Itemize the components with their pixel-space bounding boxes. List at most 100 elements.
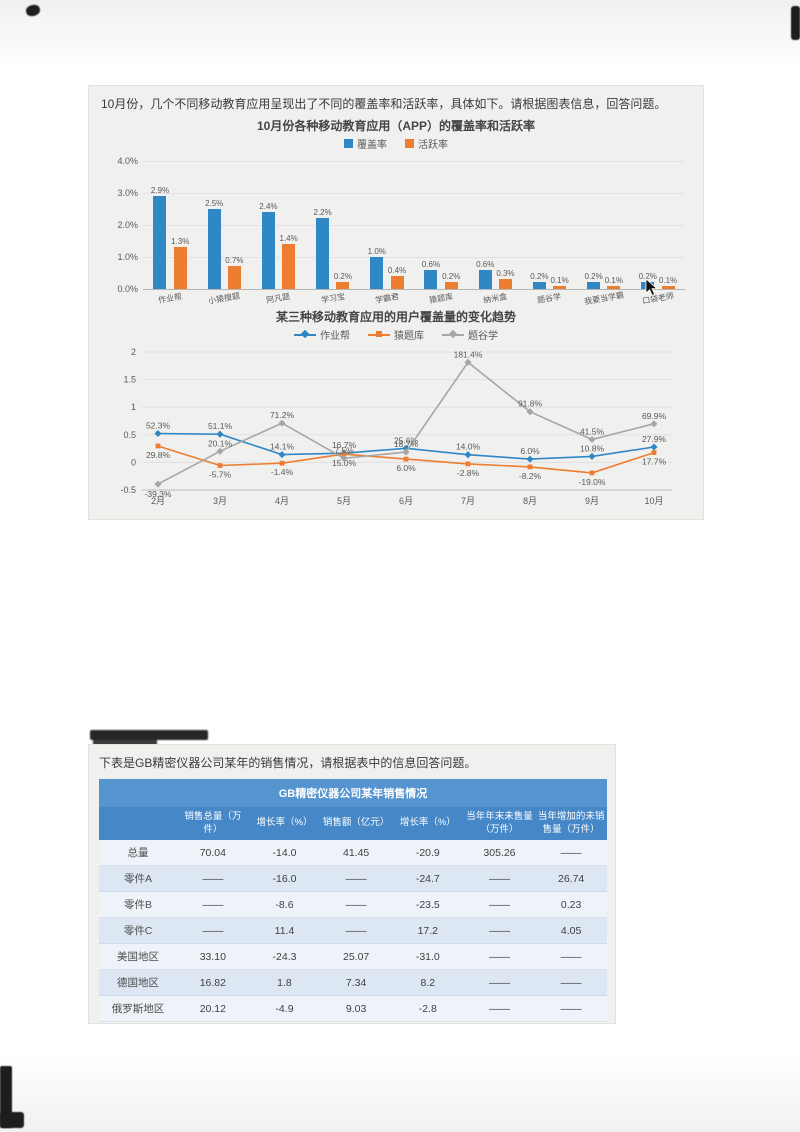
sales-table-wrap: GB精密仪器公司某年销售情况 销售总量（万件） 增长率（%） 销售额（亿元） 增长率（… bbox=[99, 778, 607, 1023]
data-label: 16.7% bbox=[332, 440, 357, 450]
bar-value-label: 2.5% bbox=[205, 198, 224, 208]
bar-column: 0.1% bbox=[605, 276, 623, 289]
bar-group: 2.5% 0.7% bbox=[197, 161, 251, 289]
y-axis-label: 1 bbox=[131, 402, 136, 412]
gridline bbox=[143, 256, 685, 258]
bar-group: 0.2% 0.1% bbox=[522, 161, 576, 289]
bar-column: 0.7% bbox=[225, 256, 244, 289]
x-axis-label: 10月 bbox=[644, 496, 663, 506]
column-header: 当年年末未售量（万件） bbox=[463, 806, 536, 841]
table-cell: -23.5 bbox=[391, 891, 464, 919]
data-point-marker bbox=[527, 464, 533, 470]
x-axis-label: 7月 bbox=[461, 496, 475, 506]
legend-item: 猿题库 bbox=[368, 327, 424, 342]
data-label: 29.8% bbox=[146, 450, 171, 460]
data-point-marker bbox=[154, 429, 162, 437]
legend-swatch bbox=[344, 139, 353, 149]
line-chart-legend: 作业帮 猿题库 题谷学 bbox=[101, 328, 691, 342]
table-cell: —— bbox=[463, 917, 536, 945]
category-label: 猿题库 bbox=[428, 291, 454, 305]
bar-value-label: 2.4% bbox=[259, 202, 278, 211]
y-axis-label: 4.0% bbox=[117, 155, 138, 166]
data-point-marker bbox=[217, 462, 223, 468]
data-point-marker bbox=[588, 452, 596, 460]
y-axis-label: 1.5 bbox=[123, 374, 136, 384]
table-header-row: 销售总量（万件） 增长率（%） 销售额（亿元） 增长率（%） 当年年末未售量（万件） 当年… bbox=[99, 806, 607, 841]
column-header: 增长率（%） bbox=[248, 806, 321, 841]
bar bbox=[370, 256, 384, 289]
bar bbox=[282, 244, 296, 289]
bar-value-label: 1.3% bbox=[171, 237, 190, 247]
bar-value-label: 0.4% bbox=[387, 266, 407, 275]
table-cell: 11.4 bbox=[248, 917, 321, 945]
table-cell: -2.8 bbox=[391, 995, 464, 1023]
bar-chart-title: 10月份各种移动教育应用（APP）的覆盖率和活跃率 bbox=[256, 118, 536, 133]
line-chart-title: 某三种移动教育应用的用户覆盖量的变化趋势 bbox=[275, 309, 516, 324]
table-row: 俄罗斯地区 20.12 -4.9 9.03 -2.8 —— —— bbox=[99, 995, 607, 1023]
bar-column: 1.0% bbox=[368, 247, 386, 289]
data-point-marker bbox=[651, 449, 657, 455]
bar-group: 0.6% 0.2% bbox=[414, 161, 468, 289]
gridline bbox=[143, 288, 685, 290]
legend-item: 作业帮 bbox=[294, 327, 350, 342]
legend-label: 猿题库 bbox=[394, 331, 424, 343]
x-axis-label: 6月 bbox=[399, 496, 413, 506]
category-label: 学习宝 bbox=[320, 291, 346, 305]
legend-label: 活跃率 bbox=[418, 140, 448, 152]
bar bbox=[207, 208, 221, 289]
bar bbox=[478, 269, 492, 289]
data-label: 52.3% bbox=[146, 420, 171, 430]
data-label: 69.9% bbox=[642, 411, 667, 421]
legend-marker bbox=[376, 331, 382, 338]
data-label: 17.7% bbox=[642, 456, 667, 466]
data-label: 51.1% bbox=[208, 421, 233, 431]
table-cell: -14.0 bbox=[248, 840, 321, 867]
data-label: 25.6% bbox=[394, 435, 419, 445]
legend-label: 覆盖率 bbox=[357, 140, 387, 152]
table-cell: 20.12 bbox=[177, 995, 249, 1023]
table-cell: 41.45 bbox=[320, 840, 392, 867]
bar-group: 2.9% 1.3% bbox=[143, 161, 197, 289]
bar bbox=[227, 266, 241, 289]
bar-value-label: 2.9% bbox=[150, 186, 170, 195]
bar-column: 2.2% bbox=[313, 208, 332, 289]
row-label: 总量 bbox=[99, 840, 177, 867]
bar-value-label: 0.1% bbox=[658, 275, 678, 285]
legend-line bbox=[442, 330, 464, 339]
bar-value-label: 0.7% bbox=[225, 256, 244, 266]
gridline bbox=[143, 160, 685, 162]
bar-chart-plot: 4.0% 3.0% 2.0% 1.0% 0.0% 2.9% 1.3% 2.5% 0.7% 2.4%… bbox=[117, 156, 685, 294]
data-label: 181.4% bbox=[454, 349, 483, 359]
bar-value-label: 0.2% bbox=[333, 272, 352, 282]
bar bbox=[173, 247, 187, 289]
bar-column: 0.2% bbox=[584, 272, 603, 289]
bar-group: 1.0% 0.4% bbox=[360, 161, 414, 289]
data-label: 20.1% bbox=[208, 438, 233, 448]
bar bbox=[316, 218, 330, 289]
table-cell: —— bbox=[463, 995, 536, 1023]
table-title: GB精密仪器公司某年销售情况 bbox=[99, 778, 607, 807]
category-label: 题谷学 bbox=[536, 291, 563, 305]
table-cell: 16.82 bbox=[177, 969, 249, 997]
column-header bbox=[99, 806, 177, 841]
category-label: 作业帮 bbox=[157, 291, 183, 305]
table-cell: 7.34 bbox=[320, 969, 392, 997]
table-cell: —— bbox=[535, 840, 607, 867]
data-label: -2.8% bbox=[457, 468, 480, 478]
bar-value-label: 0.2% bbox=[442, 272, 461, 282]
bar-column: 1.4% bbox=[280, 234, 298, 289]
x-axis-label: 3月 bbox=[213, 496, 227, 506]
data-label: 6.0% bbox=[520, 446, 540, 456]
y-axis-label: 2 bbox=[131, 347, 136, 357]
gridline bbox=[143, 192, 685, 194]
row-label: 德国地区 bbox=[99, 969, 177, 997]
question-panel-1: 10月份，几个不同移动教育应用呈现出了不同的覆盖率和活跃率，具体如下。请根据图表… bbox=[88, 85, 704, 520]
data-label: -5.7% bbox=[209, 469, 232, 479]
row-label: 零件B bbox=[99, 891, 177, 919]
question-2-text: 下表是GB精密仪器公司某年的销售情况，请根据表中的信息回答问题。 bbox=[99, 756, 477, 770]
data-point-marker bbox=[403, 456, 409, 462]
data-point-marker bbox=[650, 443, 658, 451]
table-cell: 8.2 bbox=[391, 969, 464, 997]
legend-label: 作业帮 bbox=[320, 331, 350, 343]
data-label: 14.0% bbox=[456, 441, 481, 451]
